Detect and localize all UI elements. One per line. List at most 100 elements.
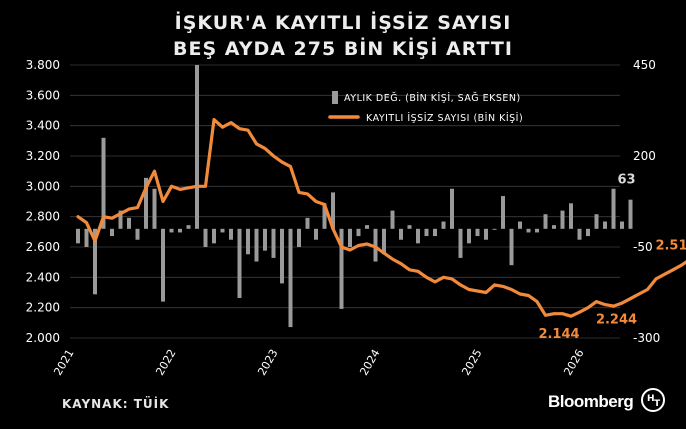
bar-mark bbox=[203, 228, 208, 247]
bar-mark bbox=[492, 228, 497, 230]
bar-mark bbox=[620, 221, 624, 229]
bar-mark bbox=[484, 228, 488, 240]
line-annotation: 2.244 bbox=[596, 313, 637, 328]
bar-mark bbox=[76, 228, 80, 244]
y-left-tick-label: 3.200 bbox=[26, 149, 60, 163]
y-left-tick-label: 3.400 bbox=[26, 119, 60, 133]
x-tick-label: 2024 bbox=[357, 347, 382, 378]
x-tick-label: 2026 bbox=[561, 347, 586, 378]
bar-mark bbox=[280, 228, 284, 284]
bar-mark bbox=[390, 210, 395, 229]
bar-mark bbox=[212, 228, 216, 244]
bar-mark bbox=[110, 228, 114, 237]
bar-mark bbox=[305, 217, 310, 229]
y-left-tick-label: 3.800 bbox=[26, 58, 60, 72]
bar-mark bbox=[518, 221, 522, 229]
bar-mark bbox=[441, 221, 446, 229]
bar-mark bbox=[424, 228, 429, 237]
bar-mark bbox=[195, 65, 199, 229]
bar-mark bbox=[127, 217, 131, 229]
line-annotation: 2.519 bbox=[655, 238, 686, 253]
bar-mark bbox=[433, 228, 437, 237]
bar-mark bbox=[348, 228, 352, 247]
bar-mark bbox=[382, 228, 386, 255]
chart-title-line2: BEŞ AYDA 275 BİN KİŞİ ARTTI bbox=[173, 38, 513, 60]
ht-logo-icon: H T bbox=[641, 388, 665, 412]
logo-letter-h: H bbox=[647, 394, 655, 404]
bar-mark bbox=[237, 228, 242, 298]
y-left-tick-label: 3.000 bbox=[26, 179, 60, 193]
bar-end-label: 63 bbox=[617, 173, 635, 188]
bar-mark bbox=[628, 199, 633, 229]
bar-mark bbox=[118, 210, 123, 229]
bar-mark bbox=[535, 228, 539, 233]
bar-mark bbox=[356, 228, 361, 237]
unemployed-line bbox=[76, 117, 686, 318]
bar-mark bbox=[611, 188, 616, 229]
bar-mark bbox=[467, 228, 471, 244]
x-tick-label: 2021 bbox=[51, 347, 76, 378]
bar-mark bbox=[407, 225, 412, 229]
source-note: KAYNAK: TÜİK bbox=[62, 397, 170, 411]
chart-title-line1: İŞKUR'A KAYITLI İŞSİZ SAYISI bbox=[174, 12, 512, 34]
y-right-tick-label: -300 bbox=[633, 331, 660, 345]
y-left-tick-label: 2.600 bbox=[26, 240, 60, 254]
y-left-tick-label: 2.000 bbox=[26, 331, 60, 345]
y-right-tick-label: -50 bbox=[633, 240, 653, 254]
line-annotation: 2.144 bbox=[538, 327, 579, 342]
bar-mark bbox=[220, 228, 225, 233]
bar-mark bbox=[577, 228, 582, 240]
bar-mark bbox=[161, 228, 165, 302]
bar-mark bbox=[373, 228, 378, 262]
bar-mark bbox=[246, 228, 250, 255]
legend-bar-swatch bbox=[332, 91, 338, 104]
bar-mark bbox=[586, 228, 590, 237]
bar-mark bbox=[594, 214, 599, 229]
x-tick-label: 2025 bbox=[459, 347, 484, 378]
bar-mark bbox=[84, 228, 89, 247]
bar-mark bbox=[509, 228, 514, 266]
bar-mark bbox=[569, 203, 573, 229]
bar-mark bbox=[152, 188, 157, 229]
bar-mark bbox=[458, 228, 463, 258]
y-left-tick-label: 3.600 bbox=[26, 88, 60, 102]
bar-mark bbox=[314, 228, 318, 240]
bar-mark bbox=[501, 196, 505, 229]
legend-bar-label: AYLIK DEĞ. (BİN KİŞİ, SAĞ EKSEN) bbox=[344, 92, 521, 104]
bar-mark bbox=[603, 221, 607, 229]
bar-mark bbox=[297, 228, 301, 247]
legend-line-label: KAYITLI İŞSİZ SAYISI (BİN KİŞİ) bbox=[366, 113, 523, 124]
bar-mark bbox=[93, 228, 97, 295]
logo-letter-t: T bbox=[654, 399, 661, 409]
bar-mark bbox=[263, 228, 267, 251]
bar-mark bbox=[365, 225, 369, 229]
y-left-tick-label: 2.400 bbox=[26, 270, 60, 284]
bar-mark bbox=[339, 228, 344, 309]
bar-mark bbox=[178, 228, 182, 233]
y-left-tick-label: 2.800 bbox=[26, 210, 60, 224]
x-tick-label: 2022 bbox=[153, 347, 178, 378]
bar-mark bbox=[399, 228, 403, 240]
bar-mark bbox=[560, 210, 565, 229]
brand-wordmark: Bloomberg bbox=[548, 392, 634, 411]
bar-mark bbox=[552, 225, 556, 229]
bar-mark bbox=[331, 192, 335, 229]
bar-mark bbox=[144, 177, 148, 229]
bar-mark bbox=[526, 228, 531, 233]
bar-mark bbox=[169, 228, 174, 233]
bar-mark bbox=[254, 228, 259, 262]
bar-mark bbox=[229, 228, 233, 240]
bar-mark bbox=[135, 228, 140, 240]
bar-mark bbox=[543, 214, 548, 229]
y-right-tick-label: 200 bbox=[633, 149, 656, 163]
bar-mark bbox=[186, 225, 191, 229]
bar-mark bbox=[475, 228, 480, 237]
bar-mark bbox=[450, 188, 454, 229]
y-left-tick-label: 2.200 bbox=[26, 301, 60, 315]
bar-mark bbox=[416, 228, 420, 244]
y-right-tick-label: 450 bbox=[633, 58, 656, 72]
bar-mark bbox=[288, 228, 293, 328]
bar-mark bbox=[271, 228, 276, 258]
bar-mark bbox=[101, 137, 106, 229]
